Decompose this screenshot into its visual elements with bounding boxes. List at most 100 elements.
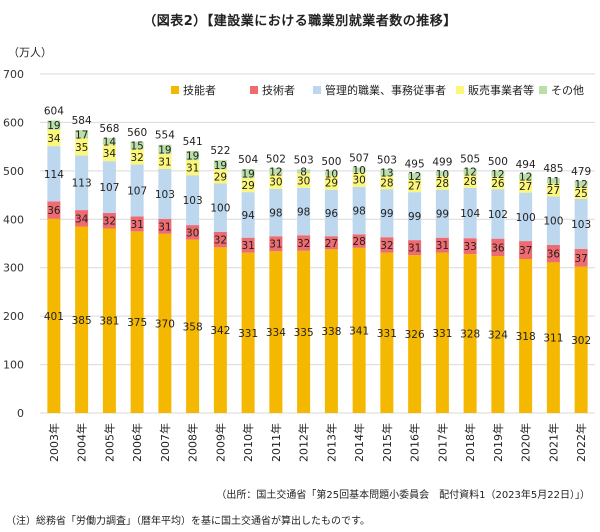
segment-data-label: 29 — [241, 180, 254, 192]
segment-data-label: 98 — [269, 208, 282, 220]
segment-data-label: 37 — [519, 245, 532, 257]
bar-segment — [130, 149, 144, 165]
segment-data-label: 14 — [103, 136, 117, 148]
segment-data-label: 12 — [408, 171, 421, 183]
x-tick-label: 2018年 — [463, 423, 477, 462]
segment-data-label: 12 — [574, 179, 587, 191]
segment-data-label: 30 — [297, 176, 310, 188]
bar-segment — [380, 169, 394, 176]
legend-label: 技能者 — [183, 83, 216, 97]
footnote: （注）総務省「労働力調査」（暦年平均）を基に国土交通省が算出したものです。 — [6, 516, 370, 527]
segment-data-label: 34 — [103, 148, 117, 160]
segment-data-label: 99 — [408, 211, 421, 223]
bar-segment — [491, 189, 505, 239]
segment-data-label: 30 — [352, 175, 365, 187]
bar-segment — [213, 160, 227, 170]
y-tick-label: 0 — [17, 407, 24, 420]
x-tick-label: 2016年 — [408, 423, 422, 462]
y-tick-label: 400 — [3, 213, 24, 226]
segment-data-label: 19 — [158, 144, 171, 156]
segment-data-label: 11 — [547, 176, 560, 188]
bar-segment — [47, 218, 61, 413]
bar-segment — [297, 235, 311, 251]
bar-segment — [546, 178, 560, 184]
total-data-label: 522 — [210, 145, 230, 157]
segment-data-label: 15 — [130, 140, 143, 152]
bar-segment — [130, 164, 144, 217]
x-tick-label: 2014年 — [352, 423, 366, 462]
segment-data-label: 30 — [269, 177, 282, 189]
bar-segment — [213, 231, 227, 248]
bar-segment — [269, 251, 283, 413]
bar-segment — [380, 175, 394, 190]
bar-segment — [352, 234, 366, 248]
bar-segment — [519, 258, 533, 413]
segment-data-label: 12 — [269, 166, 282, 178]
bar-segment — [352, 186, 366, 235]
segment-data-label: 31 — [130, 219, 143, 231]
y-tick-label: 100 — [3, 359, 24, 372]
segment-data-label: 36 — [491, 242, 505, 254]
segment-data-label: 334 — [266, 327, 286, 339]
bar-segment — [352, 172, 366, 187]
bar-segment — [463, 174, 477, 188]
segment-data-label: 358 — [183, 321, 203, 333]
x-tick-label: 2021年 — [546, 423, 560, 462]
segment-data-label: 35 — [75, 142, 88, 154]
bar-segment — [380, 237, 394, 253]
x-tick-label: 2015年 — [380, 423, 394, 462]
segment-data-label: 311 — [543, 333, 563, 345]
segment-data-label: 10 — [352, 165, 365, 177]
segment-data-label: 32 — [103, 216, 116, 228]
x-tick-label: 2012年 — [297, 423, 311, 462]
bar-segment — [491, 238, 505, 257]
segment-data-label: 27 — [547, 185, 560, 197]
total-data-label: 499 — [432, 156, 452, 168]
bar-segment — [47, 146, 61, 202]
segment-data-label: 12 — [519, 172, 532, 184]
segment-data-label: 25 — [574, 188, 587, 200]
bar-segment — [130, 216, 144, 232]
segment-data-label: 28 — [352, 236, 365, 248]
x-tick-label: 2020年 — [519, 423, 533, 462]
x-tick-label: 2013年 — [324, 423, 338, 462]
bar-segment — [297, 250, 311, 413]
total-data-label: 503 — [377, 154, 397, 166]
bar-segment — [102, 228, 116, 413]
bar-segment — [241, 168, 255, 179]
total-data-label: 504 — [238, 154, 258, 166]
bar-segment — [213, 247, 227, 413]
segment-data-label: 32 — [297, 238, 310, 250]
segment-data-label: 31 — [241, 240, 254, 252]
segment-data-label: 19 — [47, 120, 60, 132]
bar-segment — [324, 170, 338, 176]
total-data-label: 495 — [405, 158, 425, 170]
y-tick-label: 700 — [3, 68, 24, 81]
chart-title: （図表2）【建設業における職業別就業者数の推移】 — [143, 14, 457, 29]
bar-segment — [435, 237, 449, 253]
bar-segment — [102, 144, 116, 162]
segment-data-label: 34 — [75, 213, 89, 225]
bar-segment — [102, 212, 116, 229]
segment-data-label: 27 — [325, 238, 338, 250]
total-data-label: 500 — [321, 156, 341, 168]
legend-label: その他 — [551, 84, 584, 97]
total-data-label: 505 — [460, 153, 480, 165]
segment-data-label: 31 — [158, 156, 171, 168]
segment-data-label: 19 — [214, 160, 227, 172]
segment-data-label: 103 — [155, 189, 175, 201]
segment-data-label: 37 — [574, 253, 587, 265]
segment-data-label: 328 — [460, 329, 480, 341]
y-tick-label: 200 — [3, 310, 24, 323]
bar-segment — [519, 241, 533, 259]
bar-segment — [186, 151, 200, 161]
bar-segment — [435, 171, 449, 177]
segment-data-label: 12 — [463, 166, 476, 178]
segment-data-label: 13 — [380, 168, 393, 180]
legend-swatch — [456, 86, 464, 94]
bar-segment — [297, 173, 311, 188]
bar-segment — [186, 175, 200, 226]
legend-label: 販売事業者等 — [468, 83, 534, 97]
segment-data-label: 302 — [571, 335, 591, 347]
bar-segment — [241, 192, 255, 238]
